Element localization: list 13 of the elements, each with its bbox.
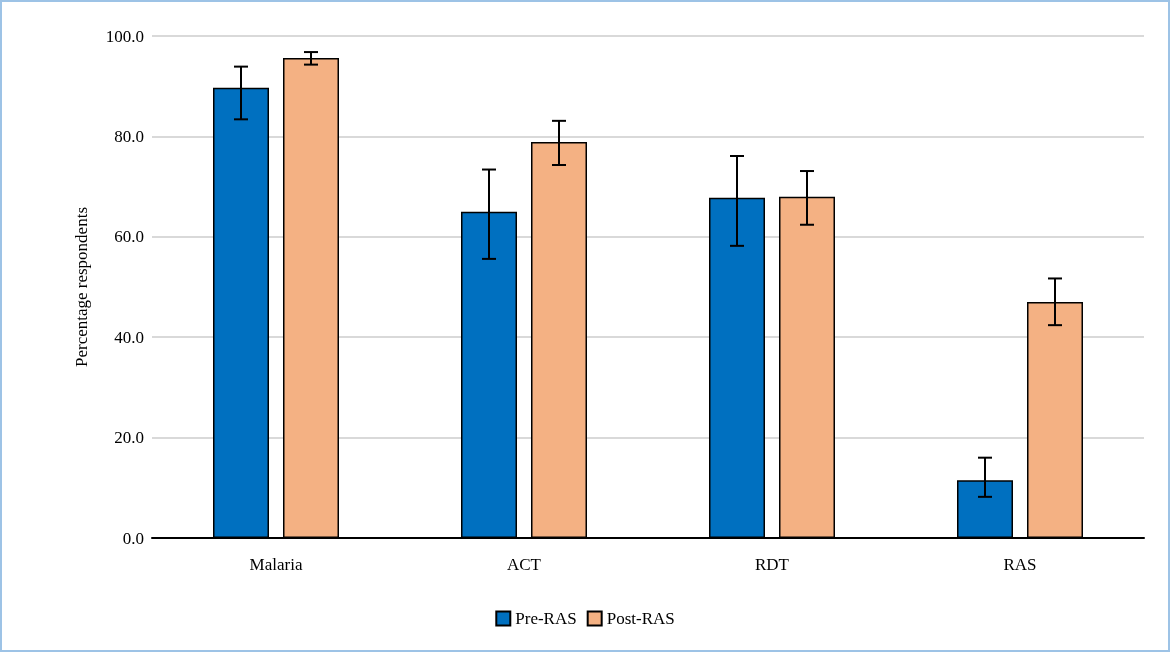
x-tick-label: RAS: [1003, 555, 1037, 574]
legend-label: Pre-RAS: [515, 609, 577, 628]
y-tick-label: 0.0: [122, 528, 144, 548]
legend-label: Post-RAS: [606, 609, 675, 628]
y-tick-label: 100.0: [105, 26, 144, 46]
y-tick-label: 80.0: [114, 126, 144, 146]
x-tick-label: ACT: [507, 555, 542, 574]
y-tick-label: 20.0: [114, 428, 144, 448]
x-tick-label: RDT: [755, 555, 790, 574]
y-tick-label: 40.0: [114, 327, 144, 347]
x-tick-label: Malaria: [249, 555, 303, 574]
y-tick-label: 60.0: [114, 227, 144, 247]
y-axis-title: Percentage respondents: [72, 206, 91, 368]
